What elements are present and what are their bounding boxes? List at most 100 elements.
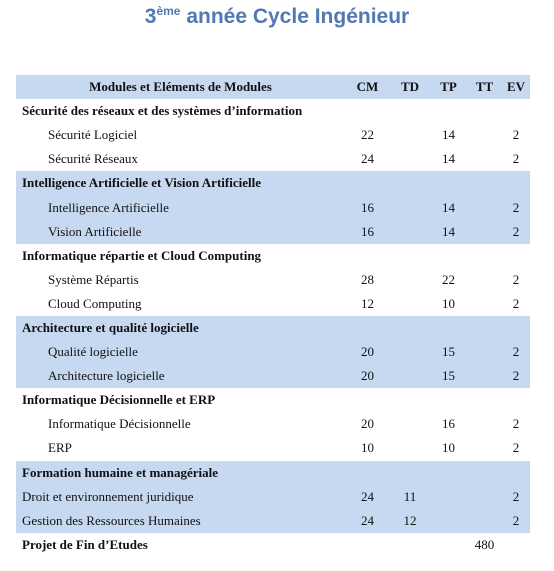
group-row: Architecture et qualité logicielle — [16, 315, 530, 341]
value-cell — [467, 412, 502, 436]
title-number: 3 — [144, 5, 157, 28]
header-cell: CM — [345, 75, 390, 100]
row: Vision Artificielle 16 14 2 — [16, 219, 530, 244]
value-cell: 28 — [361, 271, 374, 287]
group-title: Intelligence Artificielle et Vision Arti… — [16, 171, 530, 196]
value-cell — [430, 484, 467, 509]
value-cell: 22 — [361, 127, 374, 143]
value-cell — [467, 436, 502, 460]
value-cell: 12 — [390, 508, 430, 533]
value-cell: 2 — [512, 295, 520, 311]
module-group: Informatique répartie et Cloud Computing… — [16, 244, 530, 316]
value-cell — [390, 123, 430, 147]
header-cell: TT — [467, 75, 502, 100]
row: Projet de Fin d’Etudes 480 — [16, 533, 530, 557]
value-cell — [467, 195, 502, 220]
value-cell — [390, 533, 430, 557]
value-cell — [467, 292, 502, 316]
group-title: Architecture et qualité logicielle — [16, 315, 530, 341]
value-cell: 24 — [361, 151, 374, 167]
value-cell — [502, 533, 530, 557]
value-cell — [390, 219, 430, 244]
title-text: année Cycle Ingénieur — [186, 5, 410, 28]
title-superscript: ème — [156, 4, 181, 18]
value-cell: 22 — [442, 271, 455, 287]
value-cell: 2 — [512, 271, 520, 287]
module-group: Informatique Décisionnelle et ERP Informa… — [16, 388, 530, 460]
header-cell: TP — [430, 75, 467, 100]
value-cell — [467, 268, 502, 292]
modules-table: Modules et Eléments de Modules CM TD TP TT EV… — [16, 75, 530, 557]
value-cell: 12 — [361, 295, 374, 311]
value-cell — [467, 340, 502, 365]
row-label: Qualité logicielle — [16, 340, 345, 365]
value-cell — [390, 436, 430, 460]
row-label: Gestion des Ressources Humaines — [16, 508, 345, 533]
value-cell: 2 — [512, 416, 520, 432]
header-cell: TD — [390, 75, 430, 100]
header-cell: Modules et Eléments de Modules — [16, 75, 345, 100]
group-row: Informatique Décisionnelle et ERP — [16, 388, 530, 412]
value-cell: 2 — [512, 440, 520, 456]
row: Intelligence Artificielle 16 14 2 — [16, 195, 530, 220]
row: Sécurité Réseaux 24 14 2 — [16, 147, 530, 171]
value-cell: 20 — [361, 416, 374, 432]
value-cell: 16 — [345, 195, 390, 220]
module-group: Intelligence Artificielle et Vision Arti… — [16, 171, 530, 244]
value-cell: 2 — [502, 195, 530, 220]
group-title: Informatique Décisionnelle et ERP — [22, 392, 216, 408]
value-cell: 2 — [502, 219, 530, 244]
row-label: Vision Artificielle — [16, 219, 345, 244]
row: Système Répartis 28 22 2 — [16, 268, 530, 292]
row-label: Intelligence Artificielle — [16, 195, 345, 220]
row-label: Architecture logicielle — [16, 364, 345, 389]
group-title: Informatique répartie et Cloud Computing — [22, 247, 262, 263]
value-cell — [390, 364, 430, 389]
value-cell: 2 — [502, 340, 530, 365]
value-cell — [467, 484, 502, 509]
value-cell — [467, 219, 502, 244]
value-cell: 15 — [430, 340, 467, 365]
value-cell — [390, 147, 430, 171]
value-cell — [467, 508, 502, 533]
value-cell: 20 — [345, 340, 390, 365]
value-cell: 2 — [512, 127, 520, 143]
row-label: Système Répartis — [48, 271, 139, 287]
value-cell — [390, 292, 430, 316]
value-cell — [430, 533, 467, 557]
group-row: Intelligence Artificielle et Vision Arti… — [16, 171, 530, 196]
value-cell: 2 — [502, 508, 530, 533]
header-row: Modules et Eléments de Modules CM TD TP TT EV — [16, 75, 530, 100]
value-cell: 24 — [345, 508, 390, 533]
table-header: Modules et Eléments de Modules CM TD TP TT EV — [16, 75, 530, 100]
row-label: Informatique Décisionnelle — [48, 416, 191, 432]
row: Gestion des Ressources Humaines 24 12 2 — [16, 508, 530, 533]
value-cell — [467, 123, 502, 147]
value-cell — [390, 340, 430, 365]
row: ERP 10 10 2 — [16, 436, 530, 460]
row: Architecture logicielle 20 15 2 — [16, 364, 530, 389]
row-label: ERP — [48, 440, 72, 456]
value-cell — [467, 147, 502, 171]
group-title: Sécurité des réseaux et des systèmes d’i… — [22, 103, 303, 119]
row: Droit et environnement juridique 24 11 2 — [16, 484, 530, 509]
value-cell — [467, 364, 502, 389]
value-cell: 10 — [442, 295, 455, 311]
value-cell: 16 — [442, 416, 455, 432]
value-cell — [345, 533, 390, 557]
module-group: Formation humaine et managériale Droit et… — [16, 460, 530, 533]
group-row: Sécurité des réseaux et des systèmes d’i… — [16, 99, 530, 123]
value-cell: 14 — [430, 195, 467, 220]
value-cell: 480 — [474, 536, 495, 552]
value-cell: 16 — [345, 219, 390, 244]
footer-group: Projet de Fin d’Etudes 480 — [16, 533, 530, 557]
module-group: Sécurité des réseaux et des systèmes d’i… — [16, 99, 530, 171]
group-title: Formation humaine et managériale — [16, 460, 530, 485]
row: Sécurité Logiciel 22 14 2 — [16, 123, 530, 147]
row: Qualité logicielle 20 15 2 — [16, 340, 530, 365]
row-label: Projet de Fin d’Etudes — [22, 536, 148, 552]
row-label: Droit et environnement juridique — [16, 484, 345, 509]
value-cell: 10 — [361, 440, 374, 456]
value-cell: 2 — [502, 364, 530, 389]
